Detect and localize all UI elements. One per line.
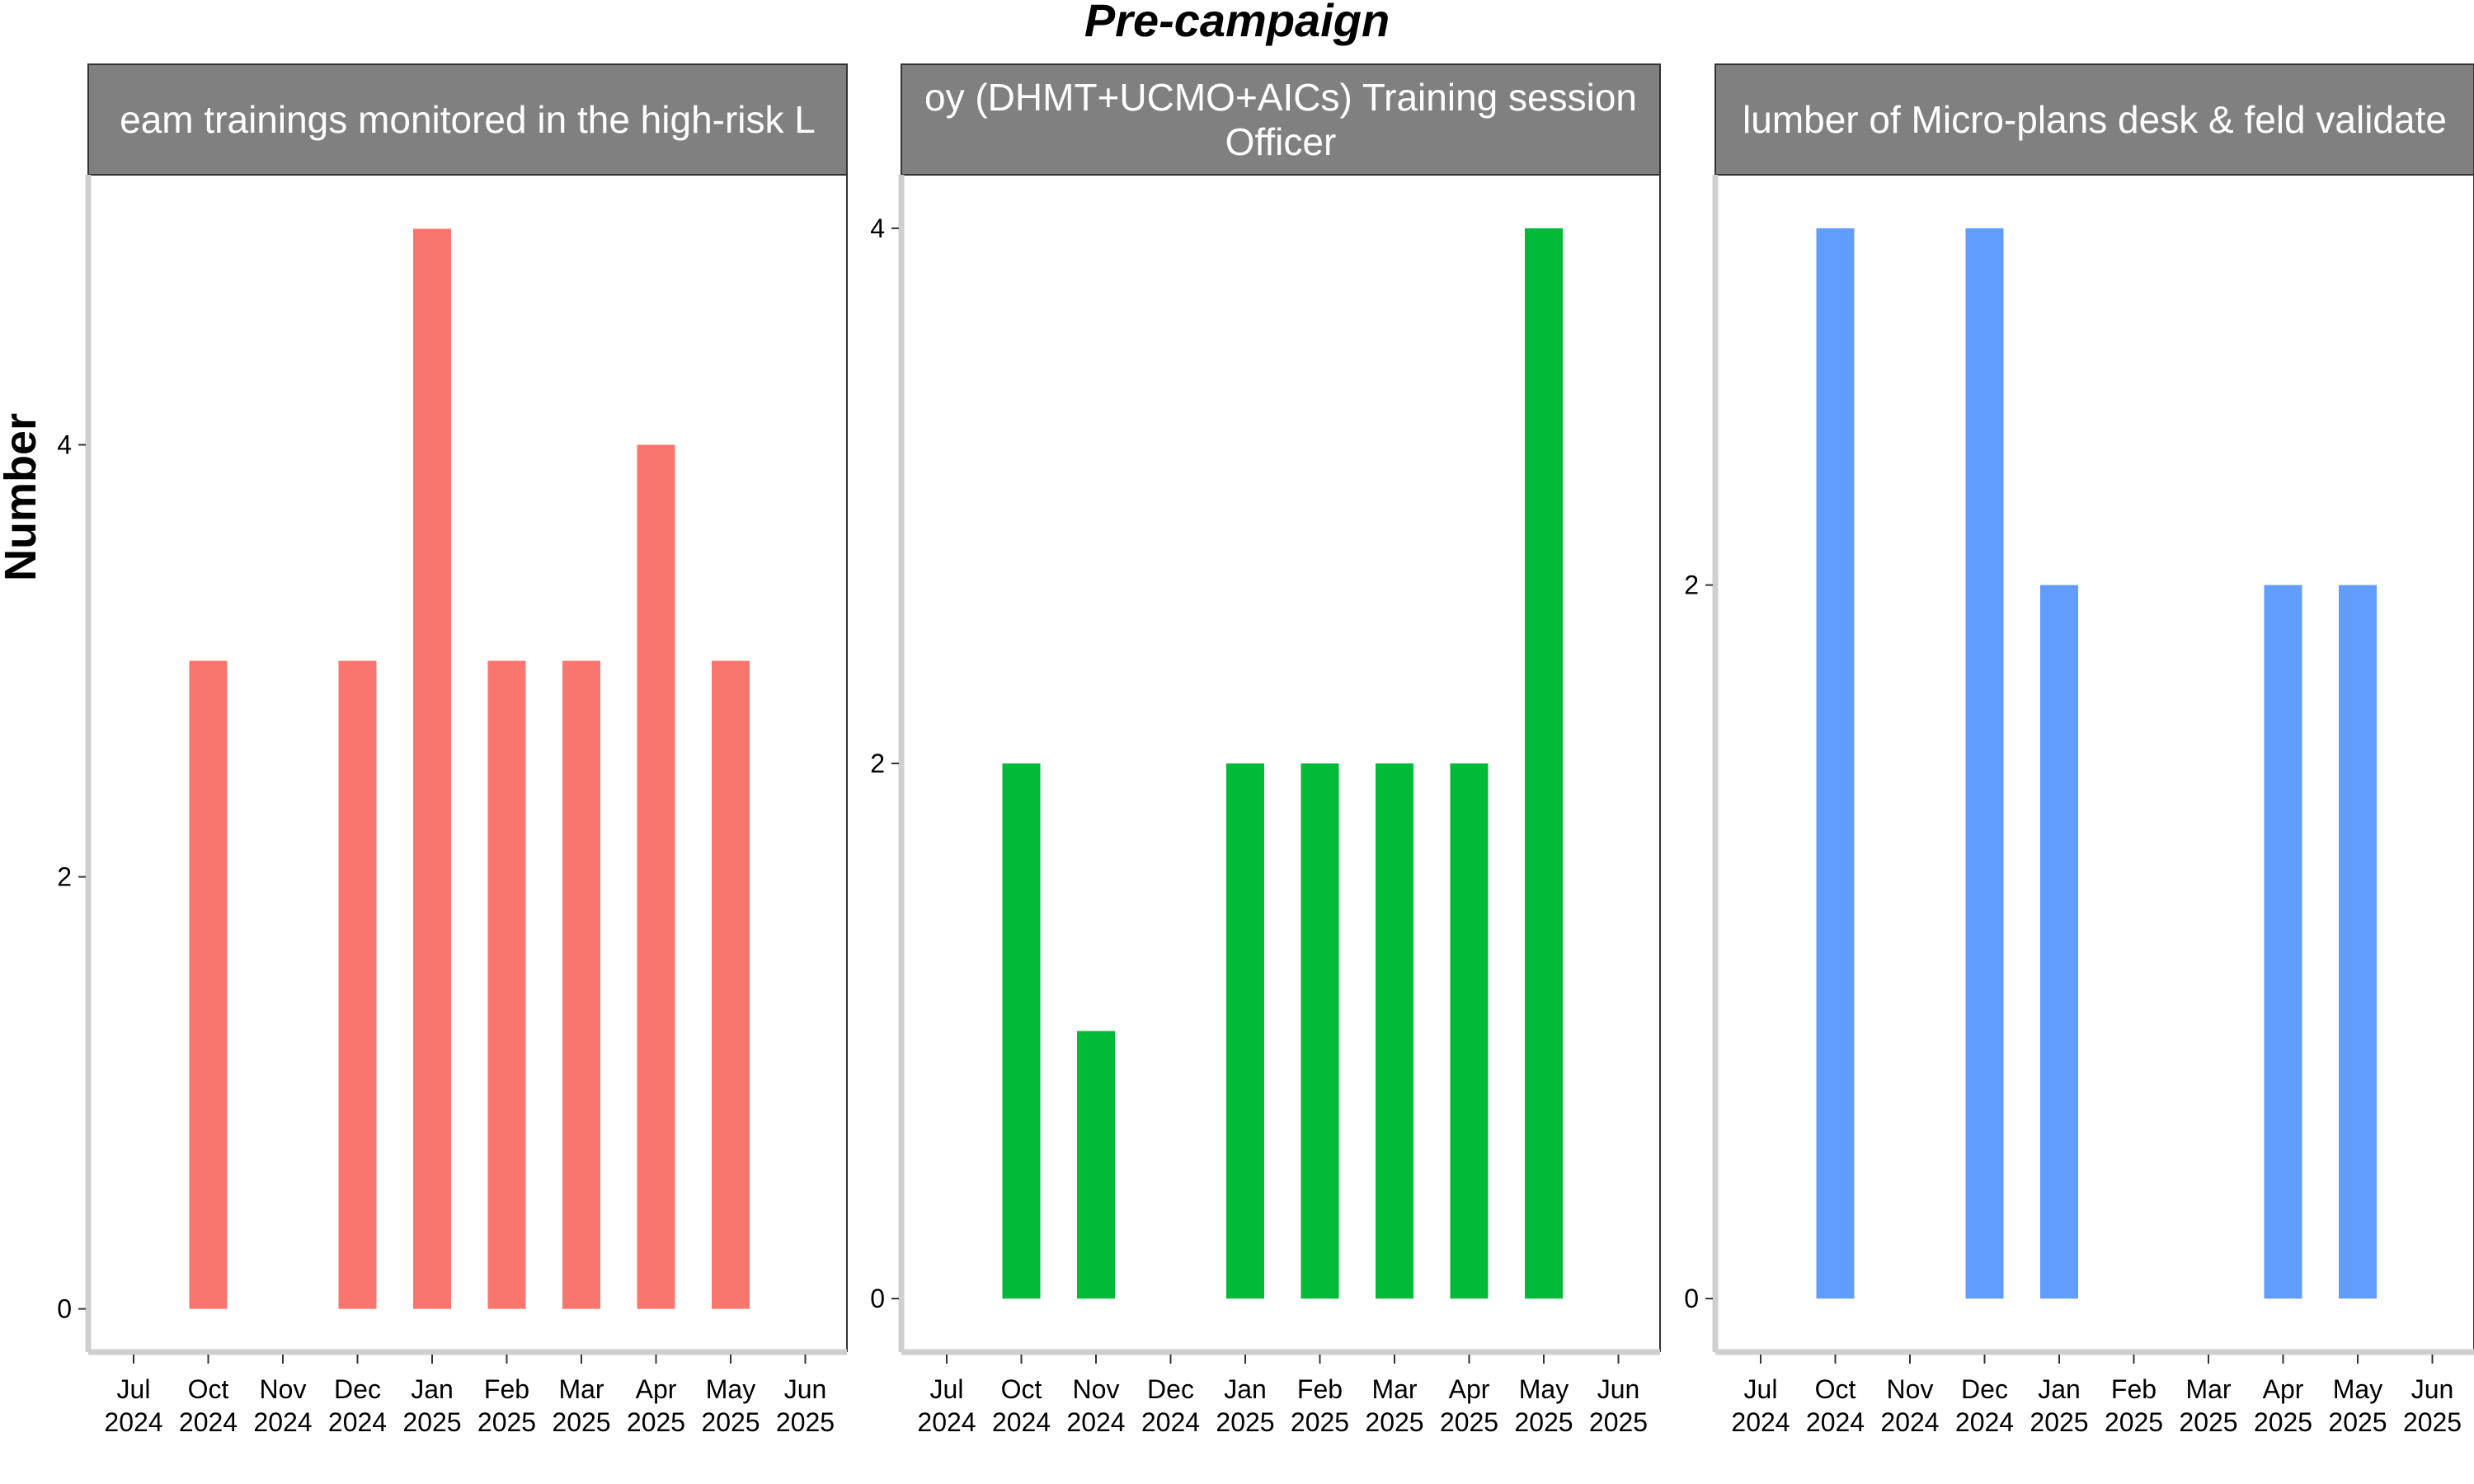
bar-feb-2025: [487, 660, 526, 1309]
bar-oct-2024: [189, 660, 228, 1309]
bar-mar-2025: [1376, 763, 1413, 1299]
x-tick-label: Jul 2024: [1731, 1374, 1790, 1437]
y-tick-label: 4: [57, 430, 72, 460]
x-tick-label: Jan 2025: [1216, 1374, 1274, 1437]
x-tick-label: May 2025: [701, 1374, 760, 1437]
facet-strip: [87, 63, 848, 176]
bar-jan-2025: [413, 228, 451, 1309]
x-tick-label: Dec 2024: [1955, 1374, 2014, 1437]
x-tick-label: Feb 2025: [1291, 1374, 1349, 1437]
x-tick-label: Jan 2025: [402, 1374, 461, 1437]
facet-strip-label: Officer: [1225, 120, 1337, 163]
bar-may-2025: [712, 660, 750, 1309]
bar-apr-2025: [637, 444, 675, 1309]
x-tick-label: May 2025: [2328, 1374, 2387, 1437]
bar-may-2025: [1525, 228, 1563, 1299]
x-tick-label: Apr 2025: [2254, 1374, 2312, 1437]
bar-apr-2025: [2264, 585, 2302, 1299]
x-tick-label: May 2025: [1514, 1374, 1573, 1437]
x-tick-label: Mar 2025: [1365, 1374, 1423, 1437]
chart-title: Pre-campaign: [1084, 0, 1390, 46]
x-tick-label: Jul 2024: [104, 1374, 162, 1437]
y-tick-label: 4: [870, 214, 885, 243]
bar-dec-2024: [338, 660, 377, 1309]
x-tick-label: Oct 2024: [179, 1374, 238, 1437]
x-tick-label: Jan 2025: [2030, 1374, 2088, 1437]
y-tick-label: 0: [57, 1294, 72, 1324]
x-tick-label: Mar 2025: [2179, 1374, 2237, 1437]
x-tick-label: Nov 2024: [253, 1374, 312, 1437]
x-tick-label: Feb 2025: [2105, 1374, 2163, 1437]
facet-strip-label: lumber of Micro-plans desk & feld valida…: [1743, 98, 2447, 141]
bar-apr-2025: [1450, 763, 1489, 1299]
x-tick-label: Apr 2025: [1440, 1374, 1498, 1437]
y-tick-label: 0: [1684, 1284, 1699, 1313]
y-tick-label: 0: [870, 1284, 885, 1313]
x-tick-label: Nov 2024: [1880, 1374, 1939, 1437]
x-tick-label: Nov 2024: [1066, 1374, 1125, 1437]
x-tick-label: Jun 2025: [776, 1374, 835, 1437]
x-tick-label: Jul 2024: [917, 1374, 976, 1437]
bar-jan-2025: [2040, 585, 2078, 1299]
bar-mar-2025: [562, 660, 600, 1309]
x-tick-label: Dec 2024: [328, 1374, 387, 1437]
facet-strip: [1714, 63, 2474, 176]
bar-jan-2025: [1226, 763, 1264, 1299]
x-tick-label: Mar 2025: [552, 1374, 610, 1437]
x-tick-label: Jun 2025: [1589, 1374, 1648, 1437]
x-tick-label: Oct 2024: [992, 1374, 1051, 1437]
facet-strip-label: eam trainings monitored in the high-risk…: [120, 98, 816, 141]
y-tick-label: 2: [1684, 571, 1699, 600]
bar-oct-2024: [1816, 228, 1855, 1299]
bar-feb-2025: [1300, 763, 1339, 1299]
bar-may-2025: [2339, 585, 2377, 1299]
facet-strip: [901, 63, 1661, 176]
bar-dec-2024: [1965, 228, 2004, 1299]
bar-oct-2024: [1002, 763, 1041, 1299]
x-tick-label: Apr 2025: [627, 1374, 685, 1437]
x-tick-label: Oct 2024: [1806, 1374, 1865, 1437]
x-tick-label: Jun 2025: [2403, 1374, 2462, 1437]
facet-strip-label: oy (DHMT+UCMO+AICs) Training session: [924, 76, 1637, 119]
y-tick-label: 2: [870, 749, 885, 778]
bar-nov-2024: [1077, 1031, 1115, 1299]
x-tick-label: Feb 2025: [477, 1374, 536, 1437]
y-tick-label: 2: [57, 862, 72, 892]
x-tick-label: Dec 2024: [1141, 1374, 1200, 1437]
